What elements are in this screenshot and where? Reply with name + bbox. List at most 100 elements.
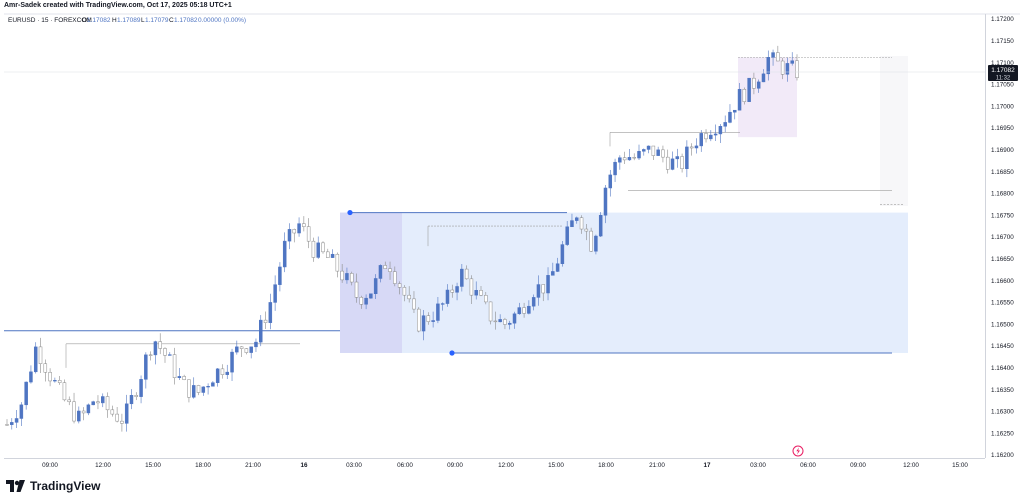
candle <box>771 49 775 66</box>
price-tick-label: 1.17150 <box>991 38 1014 45</box>
price-tick-label: 1.16650 <box>991 256 1014 263</box>
candle <box>455 282 459 301</box>
price-tick-label: 1.17050 <box>991 82 1014 89</box>
candle <box>503 317 507 330</box>
candle <box>349 271 354 286</box>
candle <box>24 381 28 410</box>
candle <box>594 234 598 255</box>
price-tag-countdown: 11:32 <box>996 76 1011 82</box>
candle <box>225 364 229 380</box>
demand-zone[interactable] <box>340 212 908 353</box>
candle <box>345 267 349 284</box>
candle <box>560 241 565 267</box>
candle <box>776 45 780 62</box>
candle <box>196 384 201 396</box>
candle <box>460 264 464 292</box>
ohlc-high-value: 1.17089 <box>117 17 141 24</box>
candle <box>144 352 148 389</box>
candle <box>172 347 177 385</box>
candle <box>699 130 703 152</box>
candle <box>752 72 756 95</box>
candle <box>182 374 186 381</box>
candle <box>359 295 364 309</box>
candle <box>733 109 737 120</box>
candle <box>665 149 670 174</box>
candle <box>412 291 416 314</box>
candle <box>780 57 785 80</box>
price-tick-label: 1.16450 <box>991 343 1014 350</box>
candle <box>570 213 574 228</box>
candle <box>96 395 100 410</box>
candle <box>101 393 105 408</box>
candle <box>670 151 675 171</box>
candle <box>488 301 493 325</box>
candle <box>541 284 545 302</box>
candle <box>694 138 699 154</box>
ohlc-low-label: L <box>141 17 145 24</box>
candle <box>498 314 502 323</box>
time-tick-label: 12:00 <box>498 462 514 469</box>
candle <box>177 368 182 380</box>
price-tick-label: 1.16400 <box>991 365 1014 372</box>
price-axis[interactable]: 1.17200 1.17150 1.17100 1.17050 1.17000 1.169… <box>991 16 1014 459</box>
tradingview-logo-icon <box>6 480 25 492</box>
candle <box>10 418 14 430</box>
time-tick-label: 03:00 <box>346 462 362 469</box>
candle <box>431 311 435 328</box>
candle <box>369 293 373 299</box>
candle <box>249 346 253 359</box>
candle <box>555 257 560 273</box>
ohlc-low-value: 1.17079 <box>145 17 169 24</box>
candle <box>297 217 301 237</box>
candle <box>330 249 335 258</box>
ohlc-close-label: C <box>169 17 174 24</box>
candle <box>211 381 215 387</box>
lightning-icon[interactable] <box>792 445 804 457</box>
time-tick-label: 21:00 <box>245 462 261 469</box>
price-tick-label: 1.16200 <box>991 452 1014 459</box>
candle <box>484 291 488 305</box>
candle <box>48 368 52 387</box>
candle <box>105 392 110 418</box>
candle <box>632 153 636 161</box>
candle <box>244 347 249 355</box>
candle <box>603 184 608 224</box>
candle <box>77 406 81 424</box>
candle <box>72 392 76 424</box>
candle <box>685 140 689 178</box>
candle <box>62 379 67 402</box>
candle <box>397 281 402 295</box>
time-tick-label: 09:00 <box>850 462 866 469</box>
candle <box>536 275 541 306</box>
tradingview-logo[interactable]: TradingView <box>6 479 100 493</box>
overlay-layer <box>4 71 985 356</box>
time-tick-label: 16 <box>300 462 308 469</box>
candle <box>546 267 550 301</box>
candle <box>53 377 57 383</box>
candle <box>469 275 474 305</box>
candle <box>302 216 306 232</box>
candle <box>316 236 320 259</box>
price-tick-label: 1.16900 <box>991 147 1014 154</box>
candle <box>445 284 450 307</box>
price-tick-label: 1.17100 <box>991 60 1014 67</box>
candle <box>598 212 603 238</box>
symbol-label: EURUSD · 15 · FOREXCOM <box>8 17 92 24</box>
candle <box>618 155 622 170</box>
time-tick-label: 06:00 <box>800 462 816 469</box>
candle <box>273 275 277 311</box>
swing-low-marker[interactable] <box>449 350 455 356</box>
candle <box>206 383 210 395</box>
candle <box>527 300 531 315</box>
time-axis[interactable]: 09:00 12:00 15:00 18:00 21:00 16 03:00 06:00 09:… <box>42 462 968 469</box>
time-tick-label: 17 <box>703 462 711 469</box>
candle <box>790 52 794 66</box>
time-tick-label: 21:00 <box>649 462 665 469</box>
candle <box>201 386 206 396</box>
time-tick-label: 15:00 <box>548 462 564 469</box>
price-tick-label: 1.17000 <box>991 103 1014 110</box>
candle <box>704 129 708 143</box>
swing-high-marker[interactable] <box>347 209 353 216</box>
price-tick-label: 1.16350 <box>991 387 1014 394</box>
